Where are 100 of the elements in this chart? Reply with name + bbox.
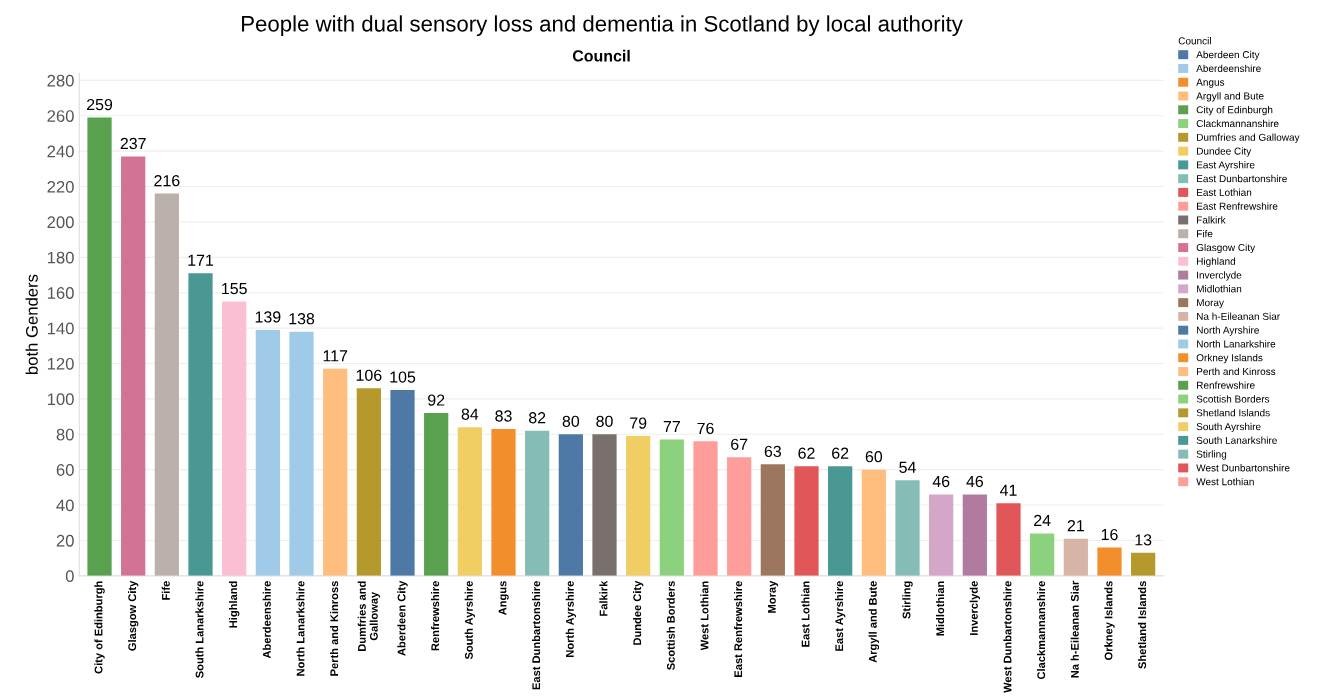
y-tick-label: 240 <box>47 145 74 158</box>
x-tick-label: Clackmannanshire <box>1036 581 1046 680</box>
y-tick-label: 0 <box>65 570 74 583</box>
legend-label: Fife <box>1197 229 1213 238</box>
y-tick-label: 40 <box>56 499 74 512</box>
data-label: 16 <box>1101 528 1118 541</box>
x-tick-label: North Lanarkshire <box>296 581 305 676</box>
y-tick-label: 260 <box>47 110 74 122</box>
legend-label: Glasgow City <box>1196 243 1256 254</box>
y-tick-label: 200 <box>47 216 74 229</box>
data-label: 63 <box>764 445 782 458</box>
legend-label: Angus <box>1196 78 1225 88</box>
legend-label: Falkirk <box>1197 216 1226 224</box>
data-label: 80 <box>562 415 580 427</box>
legend-label: East Lothian <box>1197 188 1252 196</box>
data-label: 13 <box>1135 534 1152 546</box>
data-label: 24 <box>1034 514 1051 526</box>
legend-label: Orkney Islands <box>1196 353 1263 364</box>
legend-label: Dumfries and Galloway <box>1197 133 1300 143</box>
x-tick-label: North Ayrshire <box>565 581 577 657</box>
data-label: 54 <box>899 461 916 473</box>
data-label: 60 <box>865 451 883 463</box>
data-label: 79 <box>630 417 647 429</box>
x-tick-label: Fife <box>161 581 170 600</box>
x-tick-label: East Ayrshire <box>834 581 846 651</box>
y-tick-label: 160 <box>47 287 74 299</box>
data-label: 117 <box>323 350 348 362</box>
data-label: 216 <box>154 174 180 187</box>
legend-label: South Ayrshire <box>1196 422 1261 433</box>
x-tick-label: South Lanarkshire <box>195 581 204 678</box>
legend-label: Dundee City <box>1197 147 1252 157</box>
legend-title: Council <box>1178 37 1211 45</box>
x-tick-label: South Ayrshire <box>464 581 476 660</box>
x-tick-label: West Dunbartonshire <box>1003 581 1012 693</box>
legend-label: North Ayrshire <box>1197 326 1259 336</box>
x-tick-label: Orkney Islands <box>1104 581 1115 660</box>
data-label: 83 <box>495 410 512 422</box>
legend-label: North Lanarkshire <box>1197 340 1276 348</box>
legend-label: Highland <box>1197 257 1236 267</box>
legend-label: South Lanarkshire <box>1196 436 1277 444</box>
x-tick-label: Dundee City <box>632 580 644 645</box>
data-label: 21 <box>1067 520 1084 532</box>
legend-label: East Renfrewshire <box>1197 202 1278 210</box>
legend-label: Renfrewshire <box>1197 381 1255 389</box>
data-label: 46 <box>966 475 984 488</box>
data-label: 259 <box>87 98 113 111</box>
data-label: 62 <box>798 447 815 459</box>
legend-label: East Ayrshire <box>1197 161 1255 171</box>
x-tick-label: Inverclyde <box>969 581 981 635</box>
legend-label: Midlothian <box>1197 285 1242 293</box>
x-tick-label: East Lothian <box>801 581 810 647</box>
legend-label: Clackmannanshire <box>1196 119 1279 128</box>
y-tick-label: 60 <box>56 464 74 476</box>
x-tick-label: Aberdeenshire <box>262 581 271 659</box>
legend-label: Stirling <box>1196 450 1227 460</box>
data-label: 46 <box>932 475 950 488</box>
x-tick-label: Glasgow City <box>127 580 139 651</box>
legend-label: Argyll and Bute <box>1196 92 1264 102</box>
y-tick-label: 220 <box>47 180 74 193</box>
data-label: 82 <box>528 412 546 424</box>
data-label: 171 <box>188 254 214 266</box>
data-label: 77 <box>663 421 680 433</box>
data-label: 155 <box>222 283 247 295</box>
x-tick-label: East Renfrewshire <box>733 581 743 677</box>
chart-subtitle: Council <box>572 49 630 62</box>
legend-label: City of Edinburgh <box>1196 105 1273 116</box>
legend-label: Perth and Kinross <box>1197 367 1276 376</box>
x-tick-label: Renfrewshire <box>431 581 440 651</box>
x-tick-label: City of Edinburgh <box>94 581 105 674</box>
legend-label: Shetland Islands <box>1196 409 1270 417</box>
data-label: 138 <box>289 313 315 325</box>
data-label: 84 <box>461 408 479 420</box>
legend-label: Aberdeenshire <box>1196 64 1261 72</box>
legend-label: Na h-Eileanan Siar <box>1197 312 1280 320</box>
x-tick-label: Dumfries and Galloway <box>357 581 381 651</box>
data-label: 41 <box>999 484 1017 496</box>
x-tick-label: Scottish Borders <box>666 581 675 670</box>
x-tick-label: Na h-Eileanan Siar <box>1070 580 1079 678</box>
legend-label: West Dunbartonshire <box>1196 464 1290 472</box>
y-axis-title: both Genders <box>25 274 38 374</box>
data-label: 76 <box>697 422 714 435</box>
data-label: 106 <box>356 369 382 381</box>
x-tick-label: Moray <box>768 580 779 613</box>
y-tick-label: 80 <box>56 428 74 441</box>
data-label: 105 <box>390 371 416 383</box>
x-tick-label: Highland <box>228 581 240 628</box>
y-tick-label: 120 <box>47 357 74 370</box>
y-tick-label: 20 <box>56 534 74 547</box>
data-label: 92 <box>428 394 445 406</box>
y-tick-label: 140 <box>47 322 74 335</box>
x-tick-label: Aberdeen City <box>397 580 408 656</box>
legend-label: Inverclyde <box>1197 271 1242 281</box>
x-tick-label: Perth and Kinross <box>330 581 339 676</box>
x-tick-label: Shetland Islands <box>1137 581 1147 669</box>
x-tick-label: East Dunbartonshire <box>532 581 541 690</box>
x-tick-label: Argyll and Bute <box>868 581 880 663</box>
x-tick-label: Falkirk <box>599 580 608 616</box>
data-label: 139 <box>255 311 281 323</box>
x-tick-label: Stirling <box>902 581 913 619</box>
data-label: 80 <box>596 415 613 427</box>
